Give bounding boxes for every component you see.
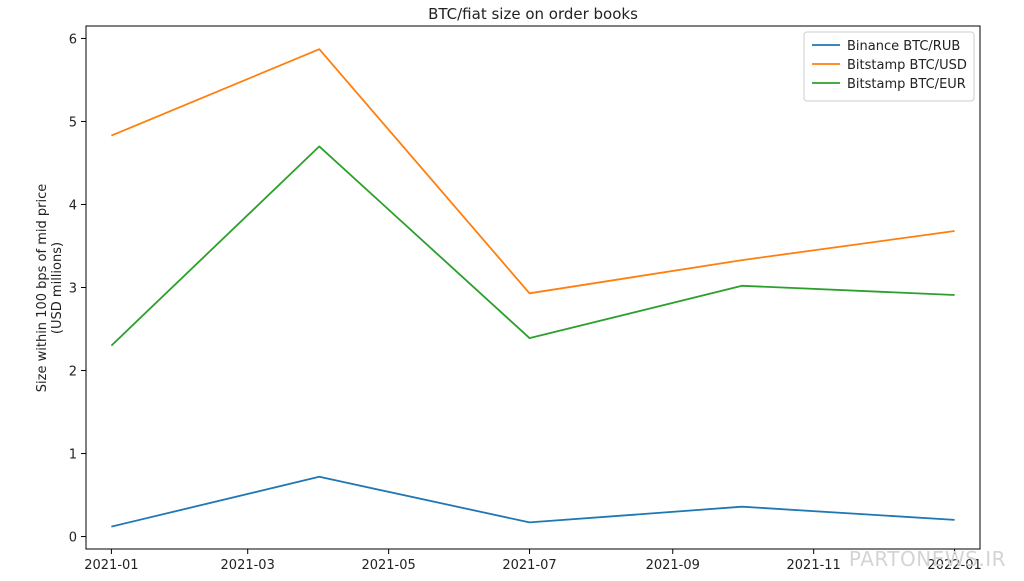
y-axis-label: Size within 100 bps of mid price (USD mi… [35, 184, 65, 392]
y-axis-label-line-1: Size within 100 bps of mid price [35, 184, 50, 392]
chart-title: BTC/fiat size on order books [428, 5, 638, 23]
legend: Binance BTC/RUB Bitstamp BTC/USD Bitstamp … [803, 31, 975, 102]
series-line-bitstamp-btc-usd [111, 48, 955, 295]
x-tick-label: 2021-05 [361, 558, 415, 573]
legend-label-bitstamp-btc-usd: Bitstamp BTC/USD [847, 58, 967, 73]
series-line-binance-btc-rub [111, 475, 955, 528]
y-tick-label: 0 [69, 531, 77, 546]
x-tick-label: 2021-11 [787, 558, 841, 573]
y-tick-label: 4 [69, 198, 77, 213]
x-tick-label: 2022-01 [927, 558, 981, 573]
x-axis: 2021-01 2021-03 2021-05 2021-07 2021-09 2021-… [84, 549, 982, 573]
x-tick-label: 2021-07 [502, 558, 556, 573]
x-tick-label: 2021-01 [84, 558, 138, 573]
y-tick-label: 2 [69, 365, 77, 380]
x-tick-label: 2021-09 [646, 558, 700, 573]
legend-label-binance-btc-rub: Binance BTC/RUB [847, 39, 960, 54]
y-axis-label-line-2: (USD millions) [50, 242, 65, 334]
series-line-bitstamp-btc-eur [110, 145, 955, 347]
plot-area-frame [85, 25, 981, 550]
legend-box [803, 31, 975, 102]
y-tick-label: 3 [69, 282, 77, 297]
watermark: PARTONEWS.IR [848, 547, 1006, 571]
y-tick-label: 1 [69, 448, 77, 463]
y-axis: 0 1 2 3 4 5 6 [69, 32, 86, 546]
y-tick-label: 5 [69, 115, 77, 130]
legend-label-bitstamp-btc-eur: Bitstamp BTC/EUR [847, 77, 966, 92]
x-tick-label: 2021-03 [221, 558, 275, 573]
y-tick-label: 6 [69, 32, 77, 47]
series-lines [110, 48, 955, 528]
